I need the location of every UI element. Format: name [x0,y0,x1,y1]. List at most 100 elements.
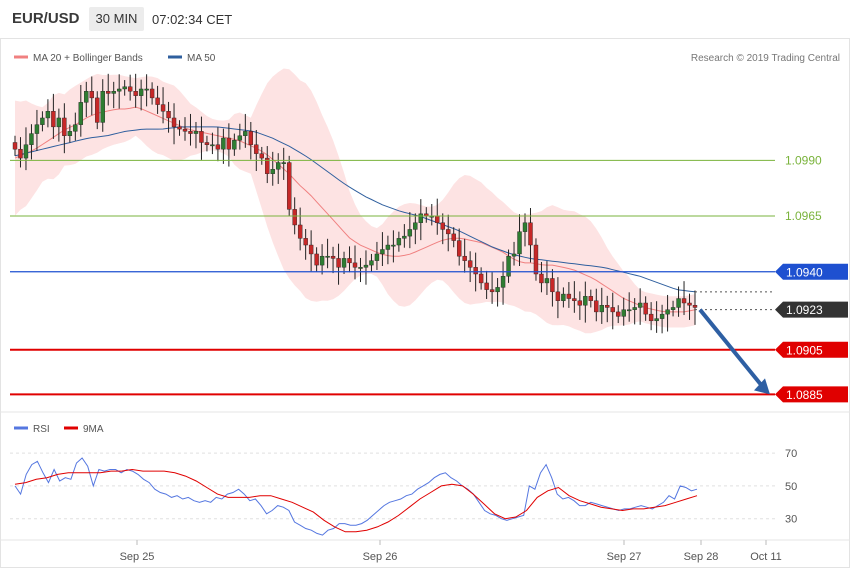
candle-body [665,309,670,315]
forecast-arrowhead [754,378,770,395]
candle-body [314,253,319,266]
candle-body [692,305,698,308]
candle-body [303,238,308,246]
candle-body [84,91,89,103]
candle-body [626,309,632,312]
candle-body [138,88,144,96]
rsi-tick-label: 50 [785,481,797,493]
symbol-label: EUR/USD [12,10,80,27]
candle-body [385,244,391,250]
candle-body [111,91,116,94]
candle-body [478,273,484,284]
candle-body [637,302,643,308]
candle-body [380,249,385,255]
candle-body [292,209,297,226]
candle-body [106,91,111,94]
candle-body [95,97,100,123]
forecast-arrow [698,308,766,390]
candle-body [539,273,544,284]
candle-body [73,124,78,132]
ma50-legend-label: MA 50 [187,53,216,64]
candle-body [265,157,270,174]
candle-body [34,124,40,134]
candle-body [127,86,133,92]
rsi-tick-label: 70 [785,448,797,460]
candle-body [363,264,369,268]
candle-body [435,215,440,223]
candle-body [500,276,506,288]
rsi-ma-line [14,468,698,533]
candle-body [23,144,29,159]
candle-body [56,117,62,128]
timestamp: 07:02:34 CET [152,12,233,27]
candle-body [572,298,577,301]
candle-body [347,258,352,264]
candle-body [199,131,204,143]
candle-body [648,313,654,322]
candle-body [62,117,67,136]
price-level-label: 1.0885 [786,388,823,402]
timeframe-button[interactable]: 30 MIN [89,7,144,31]
candle-body [29,133,34,145]
candle-body [407,229,413,237]
candle-body [511,253,517,257]
credit-label: Research © 2019 Trading Central [691,53,840,64]
candle-body [517,231,522,255]
candle-body [182,128,188,132]
candle-body [391,244,396,247]
candle-body [533,244,539,275]
candle-body [616,311,621,317]
candle-body [495,287,500,293]
candle-body [413,222,418,230]
candle-body [654,318,659,322]
candle-body [133,91,138,96]
candle-body [286,162,292,210]
candle-body [451,233,456,241]
candle-body [171,117,177,128]
x-tick-label: Sep 26 [363,551,398,563]
candle-body [149,88,155,99]
price-level-label: 1.0905 [786,343,823,357]
candle-body [610,307,615,313]
candle-body [248,131,254,145]
candle-body [418,213,424,223]
x-tick-label: Oct 11 [750,551,782,563]
x-tick-label: Sep 28 [684,551,719,563]
candle-body [352,262,358,268]
x-axis: Sep 25 Sep 26 Sep 27 Sep 28 Oct 11 [120,540,782,563]
candle-body [676,298,681,308]
candle-body [215,144,221,150]
candle-body [259,153,264,159]
candle-body [89,91,94,99]
price-level-label: 1.0940 [786,265,823,279]
price-level-label: 1.0990 [785,153,822,167]
candle-body [643,302,648,315]
price-level-tag [775,386,848,403]
candle-body [67,131,73,136]
rsi-legend-label: RSI [33,424,50,435]
candle-body [226,137,232,150]
candle-body [577,300,583,306]
rsi-line [14,457,698,536]
candle-body [544,278,550,284]
candle-body [210,144,215,147]
candle-body [358,267,363,269]
candle-body [45,111,51,119]
candle-body [402,235,407,239]
price-level-tag [775,301,848,318]
candle-body [440,222,445,230]
ma50-line [14,126,696,293]
candle-body [177,126,182,130]
candle-body [308,244,314,255]
candle-body [396,238,402,246]
candle-body [325,255,330,258]
candle-body [528,222,533,246]
candle-body [681,298,687,304]
levels-layer: 1.0990 1.0965 1.0940 1.0923 1.0905 1.0885 [10,153,848,403]
price-level-label: 1.0965 [785,209,822,223]
candle-body [561,293,566,301]
candle-body [456,240,462,257]
candle-body [116,88,122,92]
candle-body [78,102,84,125]
ma20-line [14,106,696,313]
